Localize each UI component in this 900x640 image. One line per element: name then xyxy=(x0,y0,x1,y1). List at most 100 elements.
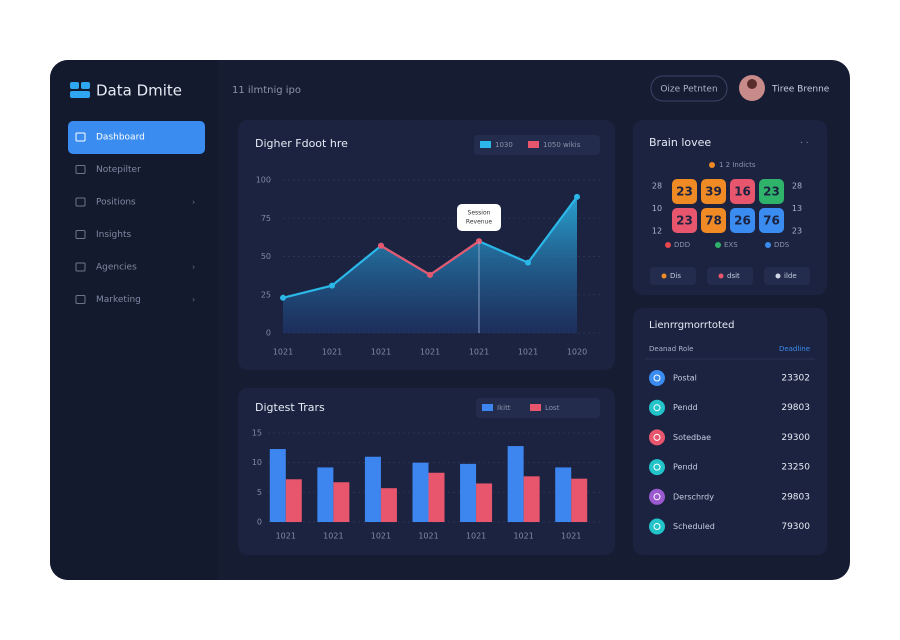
y-tick-label: 5 xyxy=(257,488,262,497)
x-tick-label: 1021 xyxy=(420,348,440,357)
action-dot xyxy=(775,273,781,279)
card-subtitle: 1 2 Indicts xyxy=(719,161,756,169)
x-tick-label: 1021 xyxy=(513,532,533,541)
row-label: 23 xyxy=(792,227,802,236)
avatar xyxy=(747,79,757,89)
day-number[interactable]: 39 xyxy=(705,185,722,199)
top-button[interactable] xyxy=(650,75,728,102)
nav-item[interactable]: Notepilter xyxy=(96,165,141,175)
point xyxy=(378,242,384,249)
row-icon xyxy=(649,518,665,535)
row-name: Scheduled xyxy=(673,522,715,531)
x-tick-label: 1021 xyxy=(276,532,296,541)
day-tile[interactable] xyxy=(701,208,726,233)
x-tick-label: 1021 xyxy=(561,532,581,541)
bar xyxy=(269,449,286,522)
nav-item[interactable]: Dashboard xyxy=(96,133,145,143)
top-button-label[interactable]: Oize Petnten xyxy=(660,85,717,95)
row-icon-inner xyxy=(653,493,661,501)
day-number[interactable]: 76 xyxy=(763,214,780,228)
x-tick-label: 1021 xyxy=(371,348,391,357)
point xyxy=(280,294,286,301)
nav-icon xyxy=(75,165,86,174)
bar xyxy=(460,463,477,522)
day-number[interactable]: 23 xyxy=(676,185,693,199)
area-fill xyxy=(283,196,577,333)
nav-item[interactable]: Marketing xyxy=(96,295,141,305)
card-menu: · · xyxy=(800,139,809,149)
day-tile[interactable] xyxy=(759,208,784,233)
point xyxy=(574,193,580,200)
legend-swatch xyxy=(480,141,491,148)
row-icon xyxy=(649,370,665,386)
action-button[interactable] xyxy=(707,267,753,285)
legend-label: EXS xyxy=(724,241,738,249)
action-button[interactable] xyxy=(650,267,696,285)
x-tick-label: 1021 xyxy=(371,532,391,541)
day-tile[interactable] xyxy=(759,179,784,204)
day-number[interactable]: 78 xyxy=(705,214,722,228)
action-dot xyxy=(718,273,724,279)
action-label[interactable]: dsit xyxy=(727,272,740,280)
day-tile[interactable] xyxy=(730,179,755,204)
sidebar xyxy=(50,60,218,580)
bar xyxy=(317,467,334,522)
day-tile[interactable] xyxy=(701,179,726,204)
legend-dot xyxy=(715,242,721,248)
nav-item[interactable]: Insights xyxy=(96,230,131,240)
content: Dashboard Notepilter Positions › Insights Age… xyxy=(68,121,815,541)
card-title: Brain lovee xyxy=(649,136,711,149)
row-icon-inner xyxy=(653,433,661,441)
column-header: Deadline xyxy=(779,345,810,353)
action-label[interactable]: ilde xyxy=(784,272,797,280)
day-number[interactable]: 16 xyxy=(734,185,751,199)
nav-chevron: › xyxy=(192,198,195,207)
day-number[interactable]: 23 xyxy=(763,185,780,199)
bar xyxy=(285,479,302,522)
nav-icon xyxy=(75,230,86,239)
tooltip-text: Session xyxy=(468,210,491,217)
y-tick-label: 75 xyxy=(261,214,271,223)
day-tile[interactable] xyxy=(672,208,697,233)
bar xyxy=(412,462,429,522)
day-tile[interactable] xyxy=(730,208,755,233)
row-name: Pendd xyxy=(673,463,698,472)
row-name: Postal xyxy=(673,374,697,383)
row-label: 12 xyxy=(652,227,662,236)
row-value: 29803 xyxy=(781,403,810,413)
row-label: 28 xyxy=(792,182,802,191)
row-value: 29803 xyxy=(781,492,810,502)
nav-item[interactable]: Agencies xyxy=(96,263,137,273)
nav-icon xyxy=(75,295,86,304)
legend-swatch xyxy=(482,404,493,411)
row-icon xyxy=(649,429,665,446)
row-label: 13 xyxy=(792,204,802,213)
day-number[interactable]: 26 xyxy=(734,214,751,228)
y-tick-label: 50 xyxy=(261,252,271,261)
logo xyxy=(81,82,90,89)
nav-icon xyxy=(75,262,86,272)
legend-label: DDS xyxy=(774,241,790,249)
bar xyxy=(428,472,445,522)
nav-icon xyxy=(75,132,86,142)
user-name[interactable]: Tiree Brenne xyxy=(771,85,830,95)
bar xyxy=(555,467,572,522)
row-icon-inner xyxy=(653,463,661,471)
day-tile[interactable] xyxy=(672,179,697,204)
legend-label: DDD xyxy=(674,241,690,249)
x-tick-label: 1021 xyxy=(273,348,293,357)
nav-active[interactable] xyxy=(68,121,205,154)
bar xyxy=(571,478,588,522)
point xyxy=(525,259,531,266)
y-tick-label: 25 xyxy=(261,290,271,299)
day-number[interactable]: 23 xyxy=(676,214,693,228)
action-button[interactable] xyxy=(764,267,810,285)
nav-item[interactable]: Positions xyxy=(96,198,136,208)
logo xyxy=(70,91,90,98)
y-tick-label: 0 xyxy=(266,329,271,338)
bar xyxy=(523,476,540,522)
column-header: Deanad Role xyxy=(649,345,693,353)
action-label[interactable]: Dis xyxy=(670,272,681,280)
